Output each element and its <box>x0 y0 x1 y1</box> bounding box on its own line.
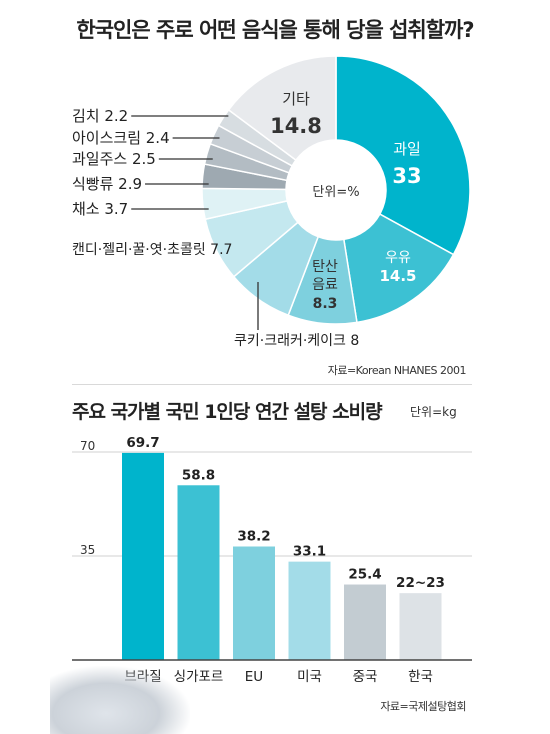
slice-value-other: 14.8 <box>270 114 322 138</box>
bar-value-label: 22~23 <box>396 575 445 591</box>
slice-label-milk: 우유 <box>385 250 411 266</box>
slice-label-soda-2: 음료 <box>312 277 338 293</box>
slice-label-candy: 캔디·젤리·꿀·엿·초콜릿 7.7 <box>72 242 232 258</box>
slice-label-soda-1: 탄산 <box>312 259 338 275</box>
slice-label-fruit: 과일 <box>393 140 421 158</box>
bar-value-label: 38.2 <box>237 528 270 544</box>
bar-EU <box>233 546 275 660</box>
bar-한국 <box>399 593 442 660</box>
x-category-label: EU <box>245 669 263 685</box>
slice-label-juice: 과일주스 2.5 <box>72 150 156 168</box>
y-tick-label: 35 <box>80 543 95 557</box>
bar-브라질 <box>122 452 164 660</box>
slice-label-bread: 식빵류 2.9 <box>72 175 142 193</box>
bar-chart-unit: 단위=kg <box>410 405 457 419</box>
slice-value-soda: 8.3 <box>313 296 338 312</box>
pie-slice-milk <box>342 213 455 324</box>
x-category-label: 한국 <box>408 669 433 685</box>
slice-value-milk: 14.5 <box>379 267 416 285</box>
slice-label-kimchi: 김치 2.2 <box>72 107 128 125</box>
pie-slice-other <box>227 55 337 162</box>
x-category-label: 중국 <box>353 669 378 685</box>
slice-label-other: 기타 <box>282 90 310 108</box>
pie-unit-label: 단위=% <box>312 185 359 200</box>
slice-label-ice: 아이스크림 2.4 <box>72 129 170 147</box>
slice-label-veg: 채소 3.7 <box>72 200 128 218</box>
x-category-label: 미국 <box>297 669 322 685</box>
snow-decoration <box>50 666 190 734</box>
bar-value-label: 33.1 <box>293 544 326 560</box>
pie-source: 자료=Korean NHANES 2001 <box>327 364 467 377</box>
bar-value-label: 69.7 <box>126 435 159 451</box>
pie-slice-fruit <box>335 55 471 256</box>
bar-싱가포르 <box>177 485 220 660</box>
slice-value-fruit: 33 <box>392 164 421 188</box>
bar-source: 자료=국제설탕협회 <box>380 700 466 713</box>
bar-중국 <box>344 584 386 660</box>
bar-chart-title: 주요 국가별 국민 1인당 연간 설탕 소비량 <box>72 401 383 423</box>
y-tick-label: 70 <box>80 439 95 453</box>
bar-value-label: 58.8 <box>182 467 215 483</box>
section-divider <box>72 384 472 385</box>
bar-value-label: 25.4 <box>348 567 381 583</box>
slice-label-cookie: 쿠키·크래커·케이크 8 <box>234 333 359 349</box>
pie-chart-title: 한국인은 주로 어떤 음식을 통해 당을 섭취할까? <box>76 18 474 42</box>
bar-미국 <box>288 561 331 660</box>
